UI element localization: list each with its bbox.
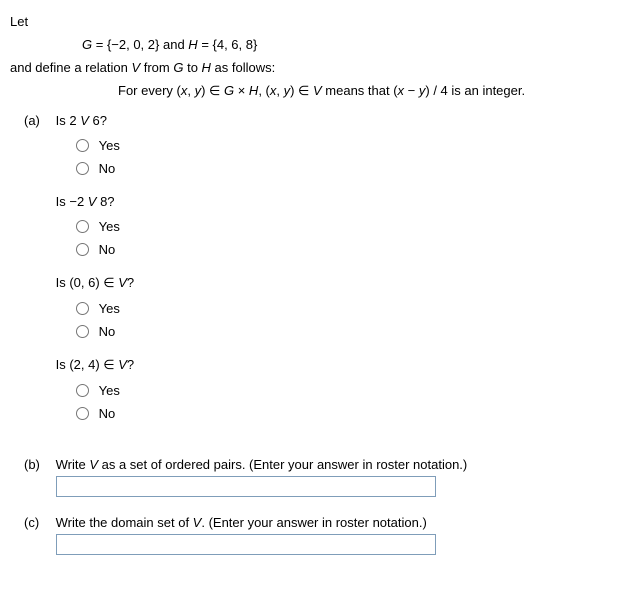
q4-yes-radio[interactable] [76, 384, 89, 397]
question-block-2: Is −2 V 8? Yes No [56, 194, 616, 261]
q3-no-label: No [99, 324, 116, 339]
part-b: (b) Write V as a set of ordered pairs. (… [24, 457, 634, 497]
part-a-label: (a) [24, 113, 52, 128]
q1-yes-label: Yes [99, 138, 120, 153]
part-b-input[interactable] [56, 476, 436, 497]
q2-no-row[interactable]: No [76, 238, 616, 261]
q2-no-label: No [99, 242, 116, 257]
question-block-1: Is 2 V 6? Yes No [56, 113, 616, 180]
q3-yes-label: Yes [99, 301, 120, 316]
q4-text: Is (2, 4) ∈ V? [56, 357, 616, 373]
part-b-label: (b) [24, 457, 52, 472]
q4-no-label: No [99, 406, 116, 421]
rule-text: For every (x, y) ∈ G × H, (x, y) ∈ V mea… [118, 83, 634, 99]
set-definition: G = {−2, 0, 2} and H = {4, 6, 8} [82, 37, 634, 52]
part-a: (a) Is 2 V 6? Yes No Is −2 V 8? Yes No [24, 113, 634, 439]
q1-no-row[interactable]: No [76, 157, 616, 180]
q1-no-radio[interactable] [76, 162, 89, 175]
q2-yes-radio[interactable] [76, 220, 89, 233]
q3-no-radio[interactable] [76, 325, 89, 338]
q1-no-label: No [99, 161, 116, 176]
q1-yes-radio[interactable] [76, 139, 89, 152]
q1-text: Is 2 V 6? [56, 113, 616, 128]
q3-text: Is (0, 6) ∈ V? [56, 275, 616, 291]
part-c: (c) Write the domain set of V. (Enter yo… [24, 515, 634, 555]
define-text: and define a relation V from G to H as f… [10, 60, 634, 75]
question-block-4: Is (2, 4) ∈ V? Yes No [56, 357, 616, 425]
q3-yes-row[interactable]: Yes [76, 297, 616, 320]
part-c-prompt: Write the domain set of V. (Enter your a… [56, 515, 616, 530]
q2-yes-row[interactable]: Yes [76, 215, 616, 238]
q2-yes-label: Yes [99, 219, 120, 234]
question-block-3: Is (0, 6) ∈ V? Yes No [56, 275, 616, 343]
q4-yes-label: Yes [99, 383, 120, 398]
part-c-label: (c) [24, 515, 52, 530]
q3-yes-radio[interactable] [76, 302, 89, 315]
part-b-prompt: Write V as a set of ordered pairs. (Ente… [56, 457, 616, 472]
q2-no-radio[interactable] [76, 243, 89, 256]
q1-yes-row[interactable]: Yes [76, 134, 616, 157]
let-text: Let [10, 14, 634, 29]
q4-no-row[interactable]: No [76, 402, 616, 425]
q4-yes-row[interactable]: Yes [76, 379, 616, 402]
part-c-input[interactable] [56, 534, 436, 555]
q4-no-radio[interactable] [76, 407, 89, 420]
q2-text: Is −2 V 8? [56, 194, 616, 209]
q3-no-row[interactable]: No [76, 320, 616, 343]
